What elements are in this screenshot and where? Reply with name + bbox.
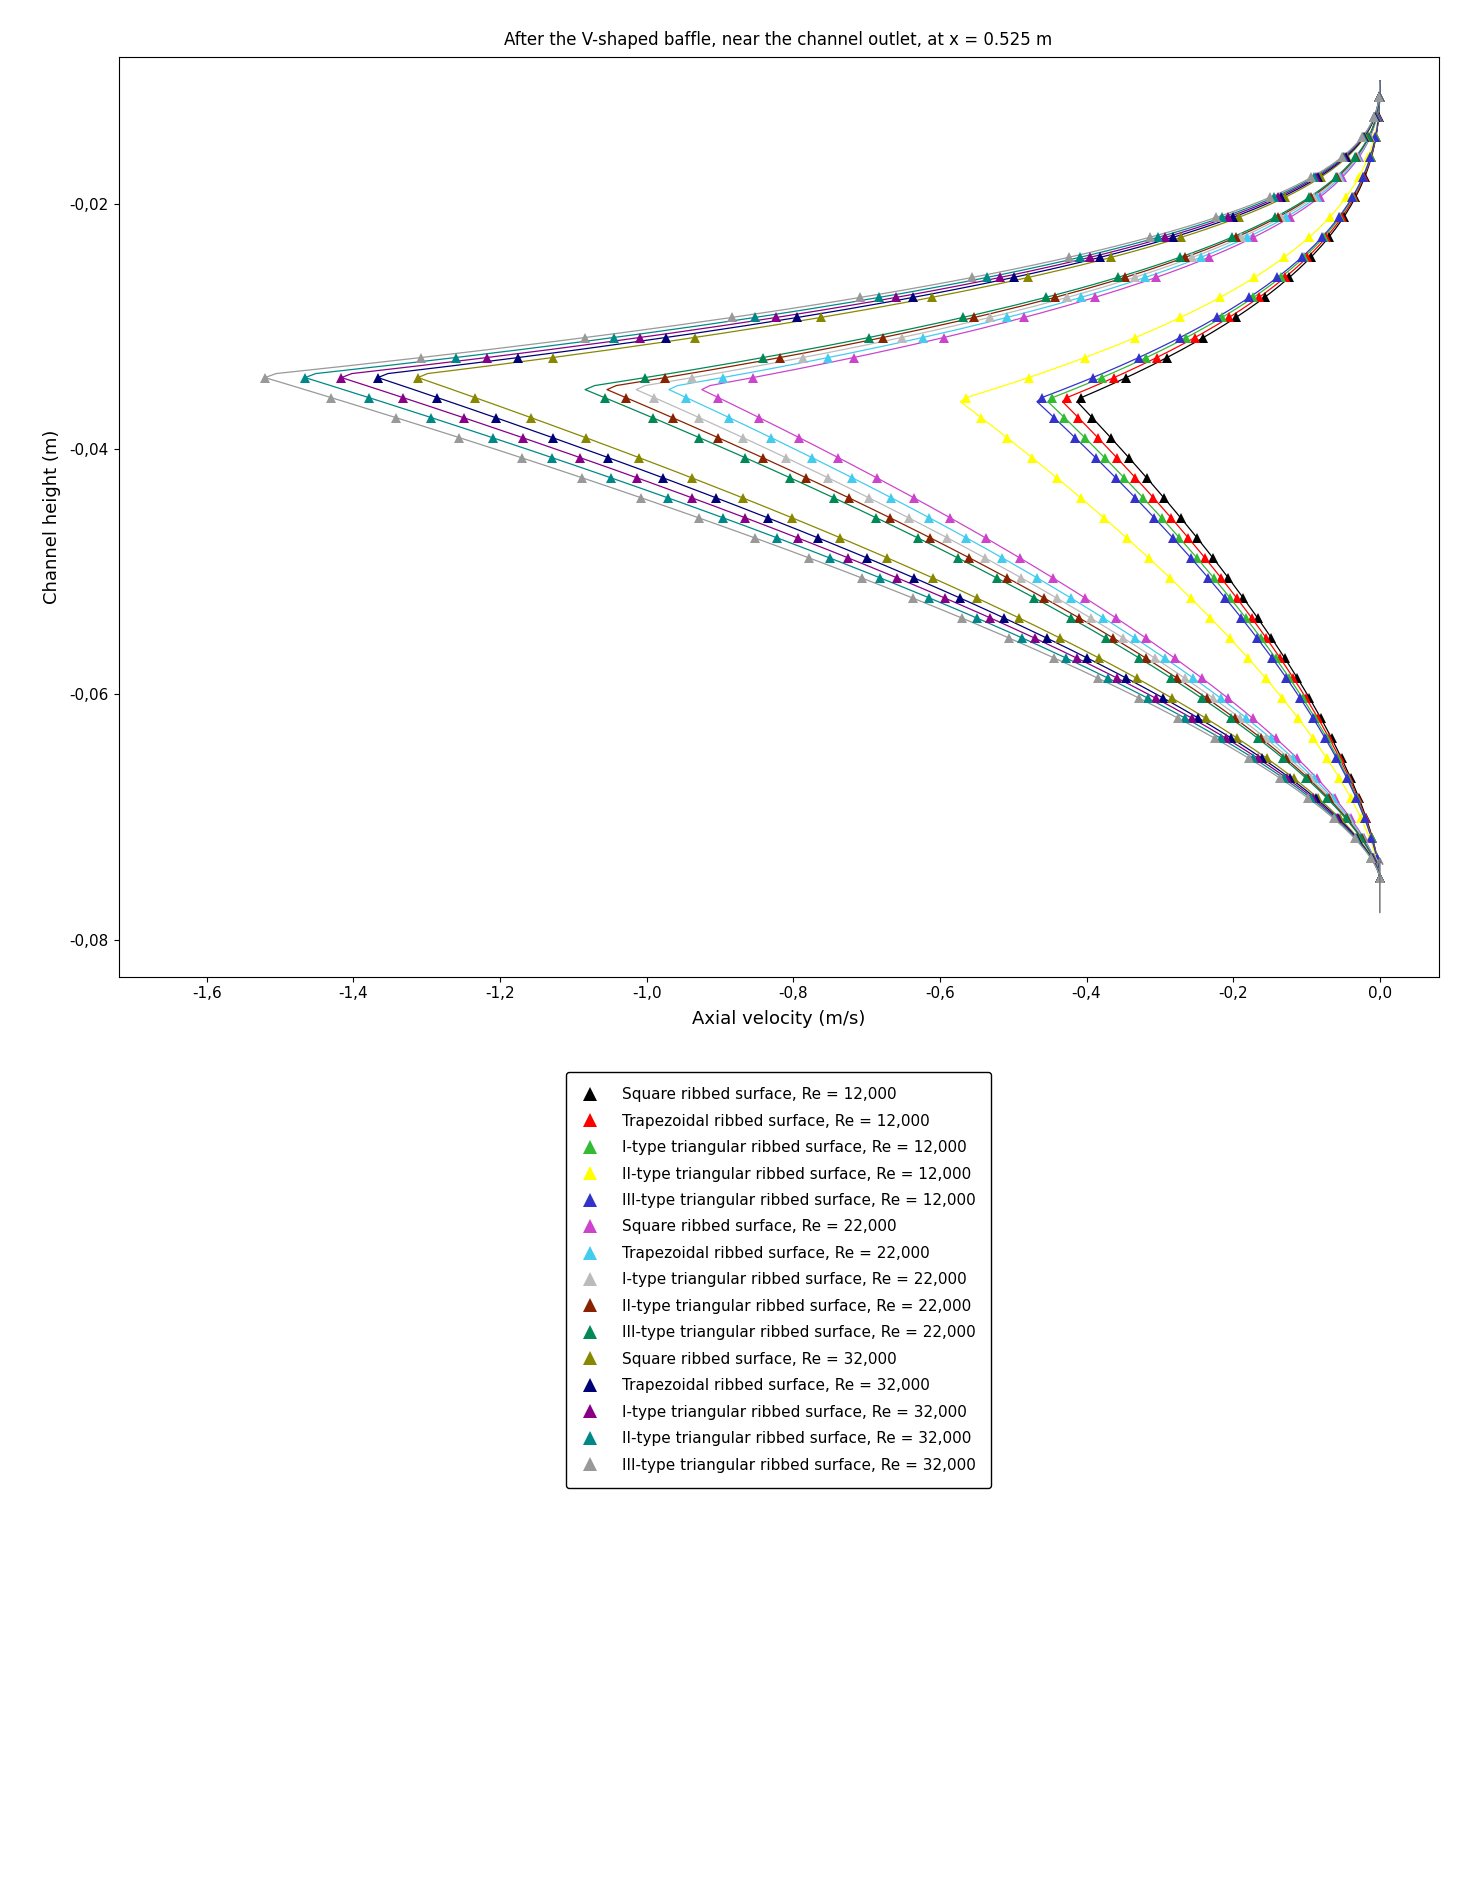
- X-axis label: Axial velocity (m/s): Axial velocity (m/s): [693, 1010, 865, 1027]
- Y-axis label: Channel height (m): Channel height (m): [43, 430, 61, 603]
- Legend: Square ribbed surface, Re = 12,000, Trapezoidal ribbed surface, Re = 12,000, I-t: Square ribbed surface, Re = 12,000, Trap…: [565, 1072, 992, 1488]
- Title: After the V-shaped baffle, near the channel outlet, at x = 0.525 m: After the V-shaped baffle, near the chan…: [504, 32, 1053, 49]
